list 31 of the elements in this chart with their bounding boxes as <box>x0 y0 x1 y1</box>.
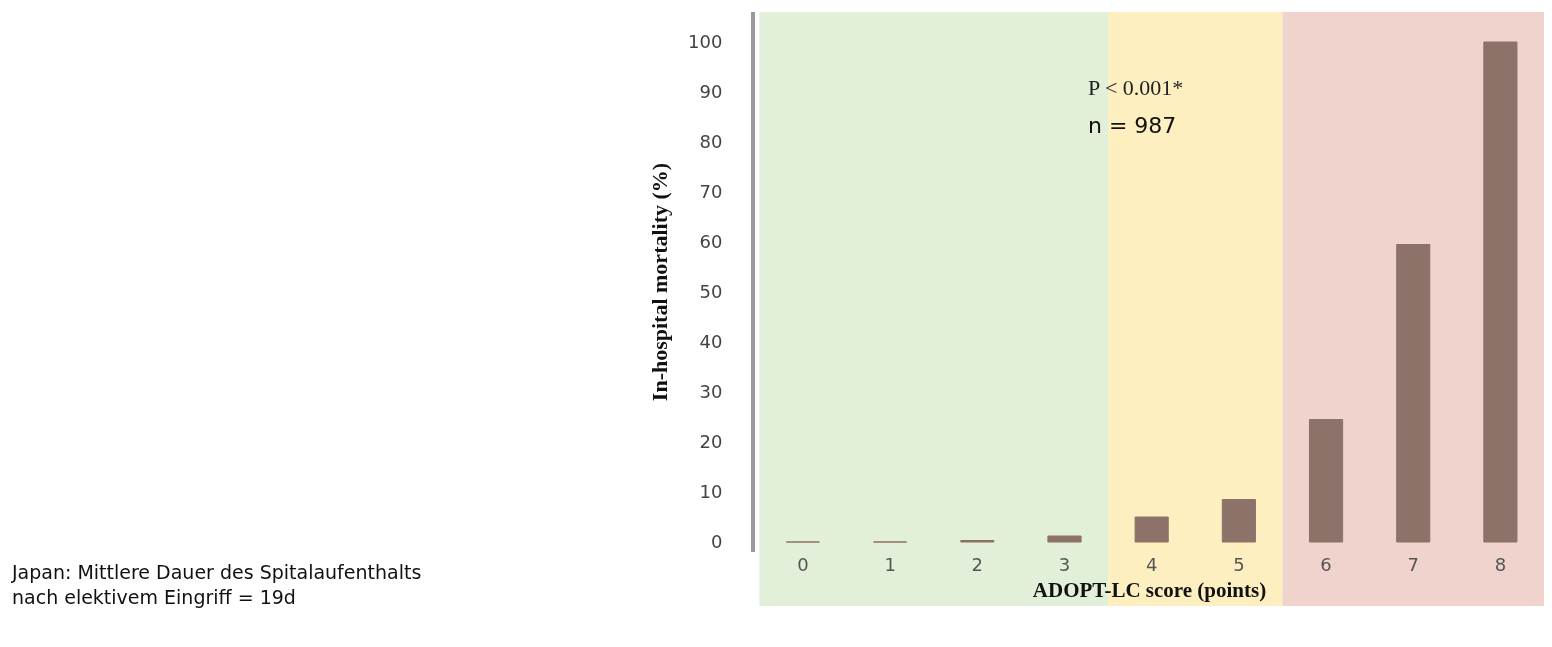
y-tick-label: 30 <box>699 381 723 403</box>
y-tick-label: 50 <box>699 281 723 303</box>
y-tick-label: 60 <box>699 231 723 253</box>
text: Japan: Mittlere Dauer des Spitalaufenthalts nach elektivem Eingriff = 19d <box>11 561 422 608</box>
bar <box>1396 244 1431 543</box>
annotation: P < 0.001* <box>1088 75 1184 100</box>
x-tick-label: 0 <box>797 554 809 575</box>
bar <box>1047 535 1082 543</box>
x-tick-label: 1 <box>884 554 896 575</box>
bar <box>1483 41 1518 543</box>
y-tick-label: 40 <box>699 331 723 353</box>
x-tick-label: 2 <box>971 554 984 575</box>
y-tick-label: 100 <box>688 31 723 53</box>
bar <box>1221 499 1256 543</box>
y-tick-label: 20 <box>699 431 723 453</box>
annotation: n = 987 <box>1088 113 1177 138</box>
y-tick-label: 70 <box>699 181 723 203</box>
x-tick-label: 3 <box>1058 554 1071 575</box>
y-tick-label: 80 <box>699 131 723 153</box>
x-tick-label: 5 <box>1233 554 1245 575</box>
x-tick-label: 7 <box>1407 554 1419 575</box>
y-tick-label: 0 <box>710 531 723 553</box>
y-tick-label: 10 <box>699 481 723 503</box>
bar <box>1134 516 1169 543</box>
x-tick-label: 4 <box>1145 554 1158 575</box>
x-tick-label: 6 <box>1320 554 1332 575</box>
x-axis-title: ADOPT-LC score (points) <box>1032 578 1267 603</box>
y-axis-title: In-hospital mortality (%) <box>647 162 673 402</box>
bar <box>1308 419 1344 543</box>
y-tick-label: 90 <box>699 81 723 103</box>
x-tick-label: 8 <box>1494 554 1507 575</box>
